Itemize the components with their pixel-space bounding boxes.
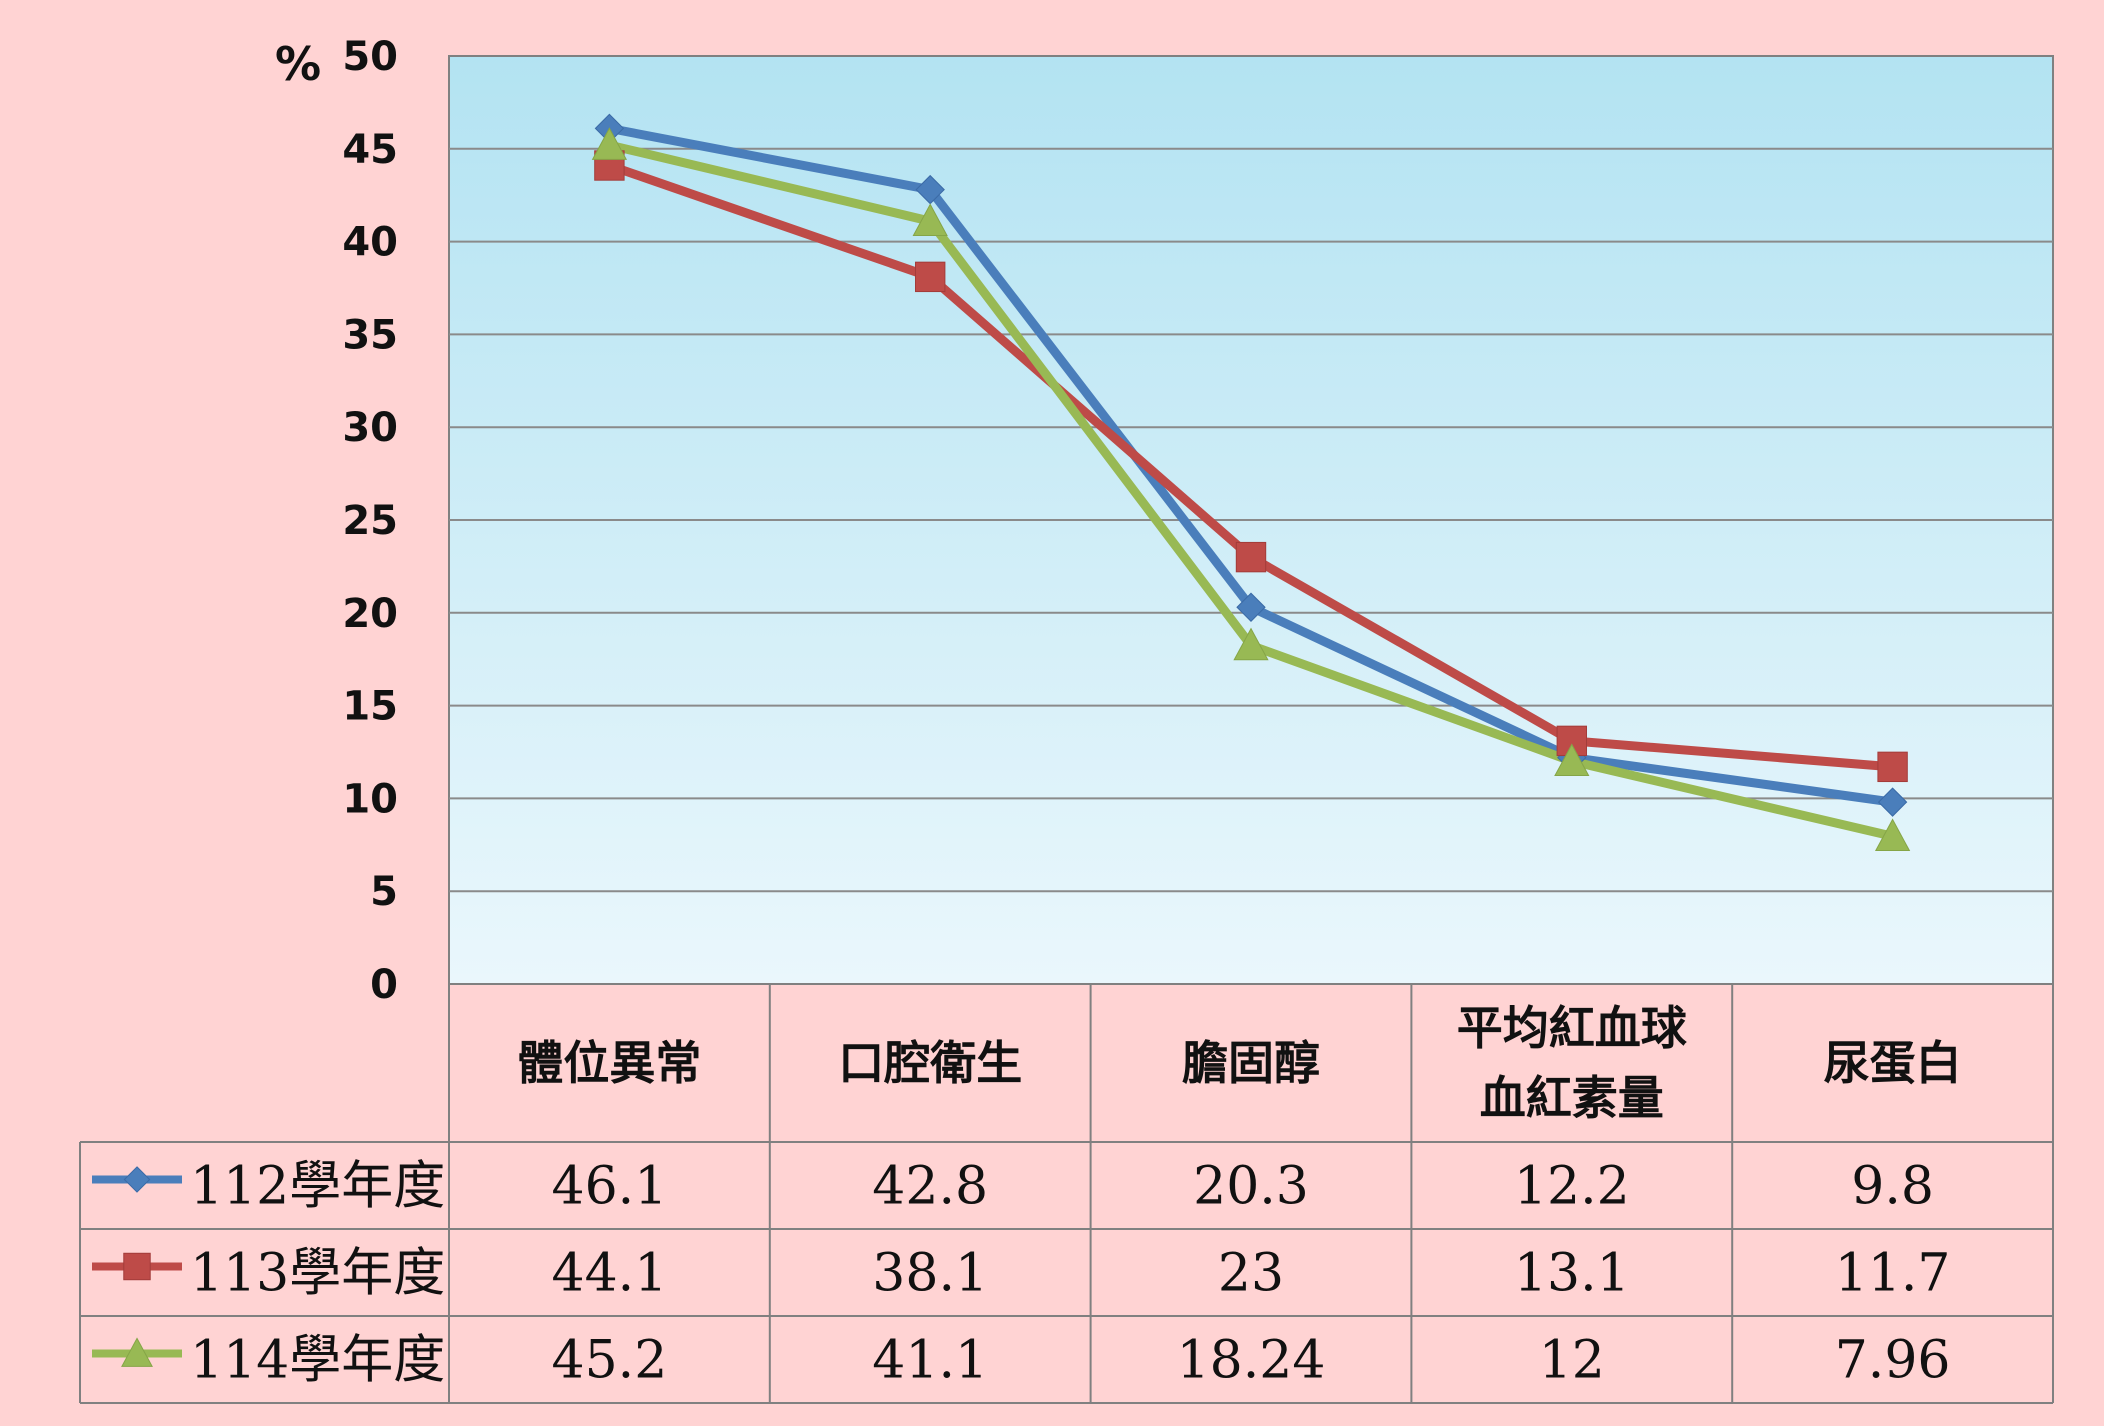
data-point-3 — [912, 203, 948, 236]
y-tick-label: 25 — [342, 498, 398, 544]
data-cell: 20.3 — [1193, 1157, 1309, 1217]
y-tick-label: 10 — [342, 776, 398, 822]
data-cell: 7.96 — [1835, 1331, 1951, 1391]
legend-key-marker — [123, 1252, 151, 1281]
y-tick-label: 45 — [342, 127, 398, 173]
data-cell: 18.24 — [1177, 1331, 1326, 1391]
data-point-1 — [1236, 592, 1266, 622]
data-cell: 23 — [1218, 1244, 1284, 1304]
legend-key-marker — [121, 1337, 153, 1367]
category-label: 平均紅血球 — [1457, 1001, 1688, 1055]
data-point-1 — [1877, 787, 1908, 817]
category-label: 口腔衛生 — [838, 1036, 1022, 1090]
data-cell: 11.7 — [1835, 1244, 1951, 1304]
category-label: 體位異常 — [517, 1036, 701, 1090]
data-cell: 41.1 — [872, 1331, 988, 1391]
legend-label: 113學年度 — [190, 1244, 445, 1304]
data-cell: 12 — [1539, 1331, 1605, 1391]
data-cell: 46.1 — [552, 1157, 668, 1217]
data-point-2 — [1877, 751, 1908, 783]
y-tick-label: 35 — [342, 312, 398, 358]
data-cell: 38.1 — [872, 1244, 988, 1304]
y-tick-label: 20 — [342, 591, 398, 637]
legend-label: 112學年度 — [190, 1157, 445, 1217]
y-unit-label: % — [275, 37, 321, 91]
data-point-3 — [591, 127, 628, 160]
data-cell: 12.2 — [1514, 1157, 1630, 1217]
data-point-2 — [915, 261, 946, 293]
data-point-2 — [1235, 541, 1267, 573]
data-point-3 — [1233, 627, 1269, 661]
legend-key-marker — [123, 1166, 151, 1193]
y-tick-label: 30 — [342, 405, 398, 451]
data-point-3 — [1874, 818, 1911, 852]
legend-label: 114學年度 — [190, 1331, 445, 1391]
data-point-3 — [1554, 743, 1590, 777]
data-cell: 13.1 — [1514, 1244, 1630, 1304]
y-tick-label: 15 — [342, 684, 398, 730]
y-tick-label: 0 — [370, 962, 398, 1008]
data-cell: 44.1 — [552, 1244, 668, 1304]
category-label: 尿蛋白 — [1824, 1036, 1962, 1090]
data-cell: 9.8 — [1851, 1157, 1934, 1217]
data-cell: 42.8 — [872, 1157, 988, 1217]
y-tick-label: 40 — [342, 220, 398, 266]
category-label: 血紅素量 — [1480, 1071, 1664, 1125]
data-cell: 45.2 — [552, 1331, 668, 1391]
category-label: 膽固醇 — [1182, 1036, 1320, 1090]
y-tick-label: 5 — [370, 869, 398, 915]
y-tick-label: 50 — [342, 34, 398, 80]
